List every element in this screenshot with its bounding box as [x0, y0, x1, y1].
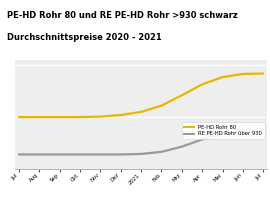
Text: Durchschnittspreise 2020 - 2021: Durchschnittspreise 2020 - 2021	[7, 33, 161, 42]
Text: PE-HD Rohr 80 und RE PE-HD Rohr >930 schwarz: PE-HD Rohr 80 und RE PE-HD Rohr >930 sch…	[7, 11, 238, 20]
Legend: PE-HD Rohr 80, RE PE-HD Rohr über 930: PE-HD Rohr 80, RE PE-HD Rohr über 930	[182, 122, 265, 139]
Text: © 2021 Kunststoff Information, Bad Homburg - www.kiweb.de: © 2021 Kunststoff Information, Bad Hombu…	[5, 188, 176, 194]
